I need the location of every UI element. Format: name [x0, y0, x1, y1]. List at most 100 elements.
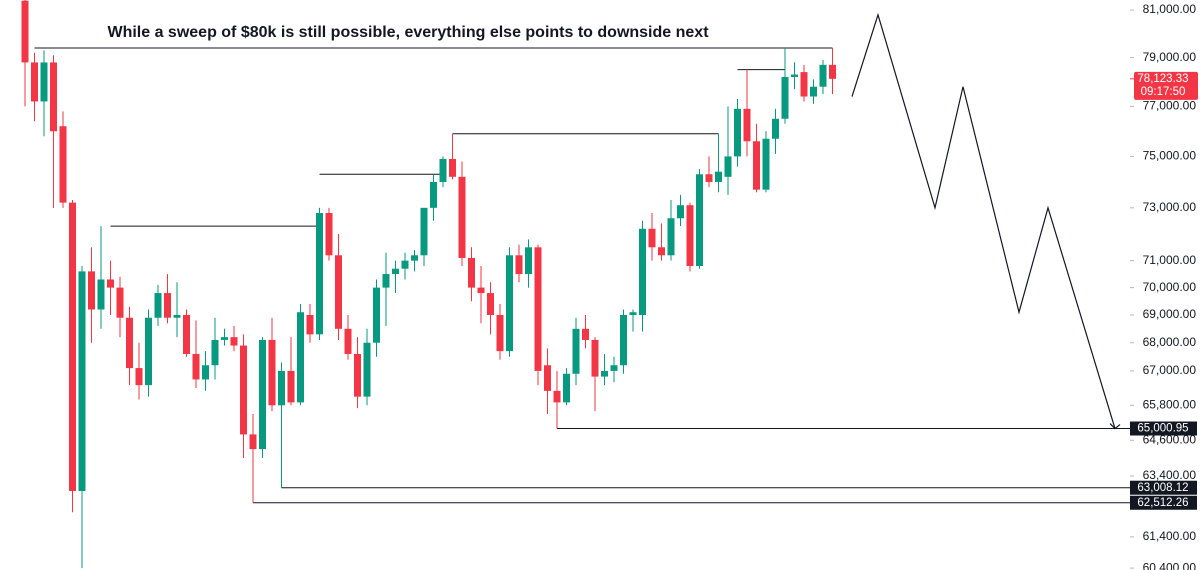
candle-body: [791, 74, 798, 77]
y-tick-label: 77,000.00: [1143, 99, 1197, 113]
candle-body: [601, 370, 608, 377]
candle-body: [202, 365, 209, 380]
candle-body: [525, 247, 532, 275]
candle-body: [477, 287, 485, 294]
candle-body: [620, 314, 627, 366]
candle-body: [50, 62, 57, 132]
candle-body: [591, 339, 599, 377]
candle-body: [392, 268, 399, 275]
candle-body: [496, 314, 504, 352]
last-price-label: 78,123.33: [1137, 73, 1188, 85]
y-tick-label: 61,400.00: [1143, 529, 1197, 543]
y-tick-label: 69,000.00: [1143, 307, 1197, 321]
candle-body: [753, 141, 760, 190]
candle-body: [781, 76, 789, 119]
level-tag-label: 63,008.12: [1137, 482, 1188, 494]
last-price-tag: [1134, 71, 1198, 100]
candle-body: [107, 279, 114, 288]
candle-body: [97, 279, 105, 310]
y-tick-label: 65,800.00: [1143, 397, 1197, 411]
candle-body: [487, 293, 494, 315]
candle-body: [677, 205, 684, 219]
candle-body: [506, 255, 513, 352]
y-tick-label: 79,000.00: [1143, 50, 1197, 64]
candle-body: [297, 312, 304, 403]
candle-body: [800, 72, 808, 97]
candle-body: [401, 260, 409, 269]
candle-body: [544, 365, 551, 391]
candle-body: [439, 158, 447, 182]
level-tag: [1130, 421, 1197, 436]
candle-body: [145, 317, 152, 386]
candle-body: [534, 247, 542, 371]
candle-body: [325, 213, 333, 256]
candle-body: [705, 174, 713, 182]
candle-body: [31, 62, 38, 102]
candle-body: [648, 228, 656, 248]
candle-body: [306, 314, 314, 335]
projection-path: [851, 12, 1116, 429]
candle-body: [259, 339, 266, 450]
candle-body: [192, 353, 200, 380]
candle-body: [183, 314, 190, 354]
candle-body: [458, 176, 466, 258]
candle-body: [69, 202, 76, 491]
projection-arrow: [1109, 423, 1121, 430]
candle-body: [724, 156, 732, 177]
y-tick-label: 75,000.00: [1143, 149, 1197, 163]
y-tick-label: 63,400.00: [1143, 468, 1197, 482]
candle-body: [154, 293, 162, 318]
candle-body: [230, 337, 238, 346]
y-tick-label: 81,000.00: [1143, 2, 1197, 16]
y-tick-label: 70,000.00: [1143, 280, 1197, 294]
candle-body: [40, 62, 48, 102]
candle-body: [335, 255, 342, 329]
candle-body: [553, 390, 561, 403]
candle-body: [829, 64, 836, 79]
candle-body: [116, 287, 124, 318]
candle-body: [88, 271, 95, 310]
candle-body: [715, 171, 722, 182]
candle-body: [734, 108, 741, 157]
candle-body: [135, 368, 143, 386]
candle-body: [563, 373, 570, 403]
y-tick-label: 67,000.00: [1143, 363, 1197, 377]
level-tag-label: 65,000.95: [1137, 423, 1188, 435]
candle-body: [221, 337, 228, 340]
candle-body: [582, 328, 589, 340]
candle-body: [610, 365, 618, 371]
candle-body: [59, 126, 67, 203]
candle-body: [287, 370, 295, 403]
candle-body: [373, 287, 380, 343]
candle-body: [240, 345, 247, 435]
candle-body: [344, 328, 352, 354]
candle-body: [819, 64, 827, 87]
y-tick-label: 60,400.00: [1143, 560, 1197, 570]
y-tick-label: 68,000.00: [1143, 335, 1197, 349]
candle-body: [667, 218, 675, 256]
candle-body: [173, 314, 181, 318]
level-tag: [1130, 480, 1197, 495]
candle-body: [164, 293, 171, 318]
candle-body: [211, 339, 219, 366]
candle-body: [316, 213, 323, 335]
chart-title: While a sweep of $80k is still possible,…: [107, 24, 709, 41]
candle-body: [629, 312, 637, 315]
candle-body: [515, 255, 523, 275]
candle-body: [382, 274, 390, 288]
candle-body: [78, 271, 86, 491]
candle-body: [639, 228, 646, 315]
candle-body: [278, 370, 285, 406]
candle-body: [572, 328, 580, 374]
candle-body: [420, 207, 428, 256]
y-tick-label: 73,000.00: [1143, 200, 1197, 214]
candle-body: [21, 0, 29, 63]
candle-body: [686, 205, 694, 267]
candle-body: [126, 317, 133, 369]
candle-body: [810, 86, 817, 97]
candle-body: [430, 181, 437, 208]
candle-body: [743, 108, 751, 142]
candle-body: [268, 339, 276, 406]
candle-body: [762, 138, 770, 190]
